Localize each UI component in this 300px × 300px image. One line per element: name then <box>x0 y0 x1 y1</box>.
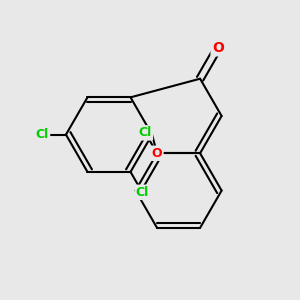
Text: Cl: Cl <box>136 186 149 199</box>
Text: O: O <box>152 147 162 160</box>
Text: O: O <box>212 41 224 55</box>
Text: Cl: Cl <box>36 128 49 141</box>
Text: Cl: Cl <box>139 126 152 140</box>
